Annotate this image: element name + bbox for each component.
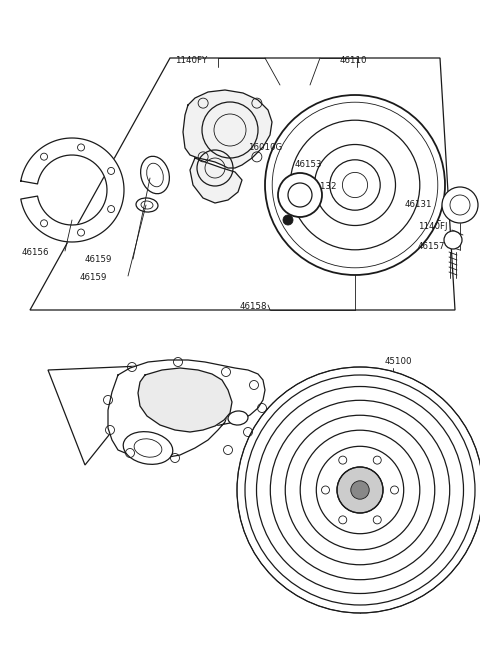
Circle shape xyxy=(337,467,383,513)
Polygon shape xyxy=(138,368,232,432)
Circle shape xyxy=(278,173,322,217)
Text: 46153: 46153 xyxy=(295,160,323,169)
Polygon shape xyxy=(21,138,124,242)
Ellipse shape xyxy=(228,411,248,425)
Text: 46157: 46157 xyxy=(418,242,445,251)
Text: 1140FY: 1140FY xyxy=(175,56,207,65)
Text: 46159: 46159 xyxy=(80,273,108,282)
Text: 46132: 46132 xyxy=(310,182,337,191)
Polygon shape xyxy=(108,360,265,458)
Text: 46110: 46110 xyxy=(340,56,368,65)
Circle shape xyxy=(245,375,475,605)
Text: 45100: 45100 xyxy=(385,357,412,366)
Text: 1140FJ: 1140FJ xyxy=(418,222,447,231)
Circle shape xyxy=(283,215,293,225)
Text: 46159: 46159 xyxy=(85,255,112,264)
Polygon shape xyxy=(190,158,242,203)
Circle shape xyxy=(265,95,445,275)
Text: 46158: 46158 xyxy=(240,302,267,311)
Ellipse shape xyxy=(123,432,173,464)
Circle shape xyxy=(237,367,480,613)
Circle shape xyxy=(442,187,478,223)
Text: 46156: 46156 xyxy=(22,248,49,257)
Polygon shape xyxy=(183,90,272,168)
Circle shape xyxy=(351,481,369,499)
Text: 46131: 46131 xyxy=(405,200,432,209)
Text: 16010G: 16010G xyxy=(248,143,282,152)
Circle shape xyxy=(444,231,462,249)
